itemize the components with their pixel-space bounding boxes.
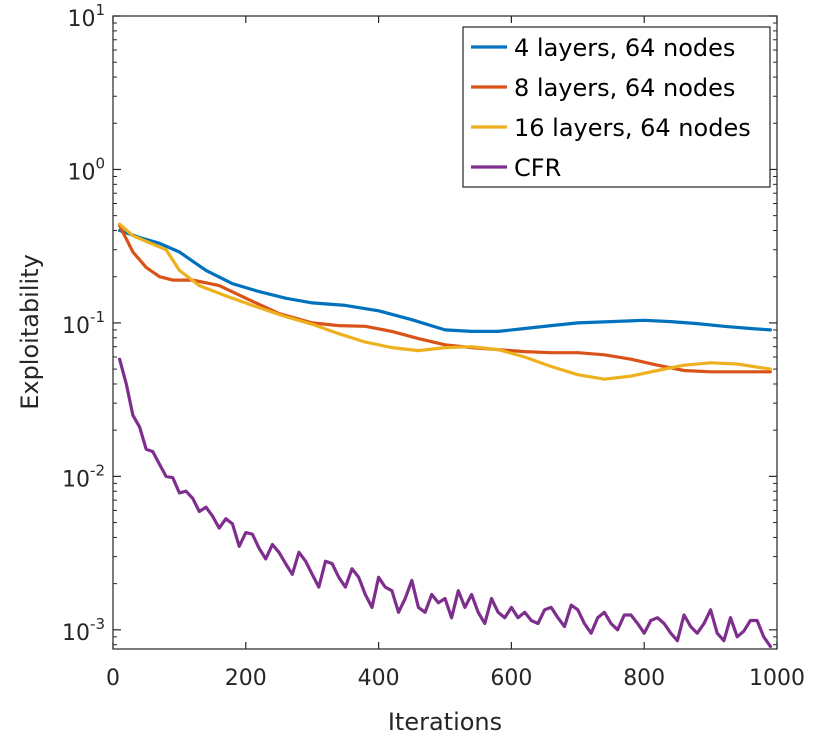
x-tick-label: 800 [623, 666, 665, 691]
axis-ticks: 0 200 400 600 800 1000 10-3 10-2 10-1 100 101 [62, 1, 805, 691]
y-tick-label: 10-1 [62, 308, 105, 339]
axes-frame [112, 15, 778, 650]
legend-label: 8 layers, 64 nodes [514, 74, 735, 102]
series-line-4 [117, 357, 773, 649]
legend: 4 layers, 64 nodes 8 layers, 64 nodes 16 l… [462, 26, 771, 188]
x-tick-label: 1000 [749, 666, 805, 691]
y-tick-label: 100 [67, 154, 105, 185]
y-tick-label: 101 [67, 1, 105, 32]
x-axis-label: Iterations [388, 708, 502, 736]
series-line-1 [117, 228, 773, 333]
series-line-2 [117, 224, 773, 374]
y-tick-label: 10-3 [62, 615, 105, 646]
x-tick-label: 0 [106, 666, 120, 691]
y-tick-label: 10-2 [62, 461, 105, 492]
axes-box [112, 15, 778, 650]
y-axis-label: Exploitability [16, 254, 44, 410]
x-tick-label: 600 [490, 666, 532, 691]
x-tick-label: 400 [358, 666, 400, 691]
legend-label: CFR [514, 154, 561, 182]
legend-label: 16 layers, 64 nodes [514, 114, 751, 142]
series-layer [117, 222, 773, 649]
legend-box [462, 26, 771, 188]
legend-label: 4 layers, 64 nodes [514, 34, 735, 62]
x-tick-label: 200 [225, 666, 267, 691]
series-line-3 [117, 222, 773, 381]
